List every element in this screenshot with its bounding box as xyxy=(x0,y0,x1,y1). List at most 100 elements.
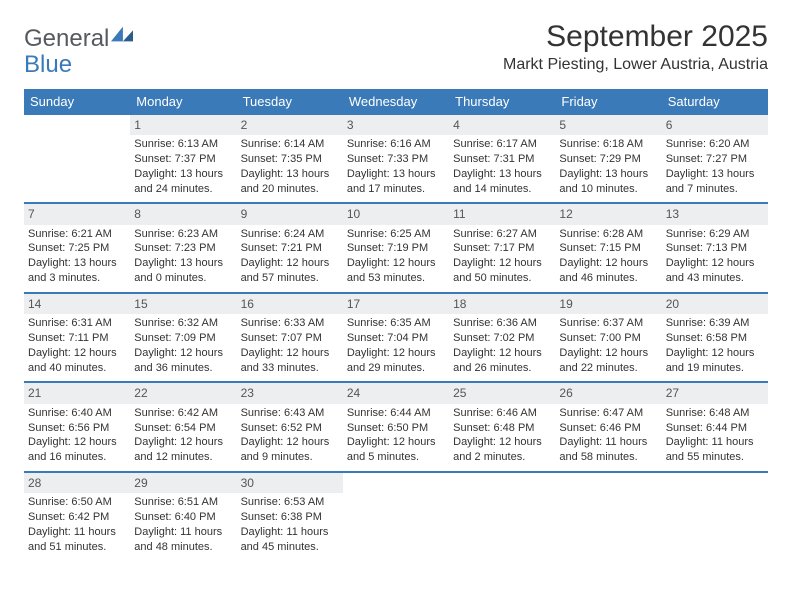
day-line: Sunrise: 6:20 AM xyxy=(666,137,764,152)
day-line: and 26 minutes. xyxy=(453,361,551,376)
day-cell: 6Sunrise: 6:20 AMSunset: 7:27 PMDaylight… xyxy=(662,115,768,203)
day-line: Daylight: 11 hours xyxy=(28,525,126,540)
day-line: Sunset: 7:37 PM xyxy=(134,152,232,167)
day-line: Sunrise: 6:51 AM xyxy=(134,495,232,510)
day-number: 5 xyxy=(555,115,661,135)
day-number: 2 xyxy=(237,115,343,135)
day-cell: 3Sunrise: 6:16 AMSunset: 7:33 PMDaylight… xyxy=(343,115,449,203)
dow-fri: Friday xyxy=(555,89,661,115)
day-number: 25 xyxy=(449,383,555,403)
day-cell: 16Sunrise: 6:33 AMSunset: 7:07 PMDayligh… xyxy=(237,294,343,382)
day-cell: 19Sunrise: 6:37 AMSunset: 7:00 PMDayligh… xyxy=(555,294,661,382)
dow-wed: Wednesday xyxy=(343,89,449,115)
day-line: Sunrise: 6:39 AM xyxy=(666,316,764,331)
logo-word2: Blue xyxy=(24,52,72,78)
day-number: 29 xyxy=(130,473,236,493)
title-block: September 2025 Markt Piesting, Lower Aus… xyxy=(503,20,768,74)
day-line: Sunset: 7:15 PM xyxy=(559,241,657,256)
day-number: 20 xyxy=(662,294,768,314)
day-number: 23 xyxy=(237,383,343,403)
day-line: Sunrise: 6:35 AM xyxy=(347,316,445,331)
dow-sat: Saturday xyxy=(662,89,768,115)
day-number: 14 xyxy=(24,294,130,314)
day-line: Sunrise: 6:36 AM xyxy=(453,316,551,331)
day-line: and 36 minutes. xyxy=(134,361,232,376)
day-line: Daylight: 11 hours xyxy=(666,435,764,450)
day-line: Sunset: 7:09 PM xyxy=(134,331,232,346)
day-cell: 9Sunrise: 6:24 AMSunset: 7:21 PMDaylight… xyxy=(237,204,343,292)
day-cell: 24Sunrise: 6:44 AMSunset: 6:50 PMDayligh… xyxy=(343,383,449,471)
day-line: Sunset: 7:31 PM xyxy=(453,152,551,167)
day-line: Daylight: 13 hours xyxy=(347,167,445,182)
day-cell: 11Sunrise: 6:27 AMSunset: 7:17 PMDayligh… xyxy=(449,204,555,292)
day-line: Sunset: 6:52 PM xyxy=(241,421,339,436)
day-line: and 51 minutes. xyxy=(28,540,126,555)
day-line: Sunset: 6:38 PM xyxy=(241,510,339,525)
day-line: Sunrise: 6:28 AM xyxy=(559,227,657,242)
day-line: Sunrise: 6:24 AM xyxy=(241,227,339,242)
day-line: Daylight: 12 hours xyxy=(453,346,551,361)
day-number: 17 xyxy=(343,294,449,314)
day-line: Sunset: 6:44 PM xyxy=(666,421,764,436)
week-row: 1Sunrise: 6:13 AMSunset: 7:37 PMDaylight… xyxy=(24,115,768,205)
day-number: 7 xyxy=(24,204,130,224)
day-line: Daylight: 12 hours xyxy=(241,256,339,271)
day-line: Sunset: 7:13 PM xyxy=(666,241,764,256)
day-line: and 58 minutes. xyxy=(559,450,657,465)
day-number: 12 xyxy=(555,204,661,224)
day-line: Sunrise: 6:17 AM xyxy=(453,137,551,152)
day-line: Sunrise: 6:40 AM xyxy=(28,406,126,421)
day-line: Sunset: 7:27 PM xyxy=(666,152,764,167)
day-line: Daylight: 12 hours xyxy=(666,256,764,271)
day-line: and 29 minutes. xyxy=(347,361,445,376)
day-line: Sunrise: 6:37 AM xyxy=(559,316,657,331)
day-cell: 1 Sunrise: 6:13 AMSunset: 7:37 PMDaylight… xyxy=(130,115,236,203)
dow-row: Sunday Monday Tuesday Wednesday Thursday… xyxy=(24,89,768,115)
day-cell: 8Sunrise: 6:23 AMSunset: 7:23 PMDaylight… xyxy=(130,204,236,292)
day-line: Daylight: 12 hours xyxy=(241,346,339,361)
day-line: Daylight: 11 hours xyxy=(241,525,339,540)
day-cell: 13Sunrise: 6:29 AMSunset: 7:13 PMDayligh… xyxy=(662,204,768,292)
day-number: 21 xyxy=(24,383,130,403)
day-line: Sunrise: 6:47 AM xyxy=(559,406,657,421)
day-cell: 27Sunrise: 6:48 AMSunset: 6:44 PMDayligh… xyxy=(662,383,768,471)
day-cell: 26Sunrise: 6:47 AMSunset: 6:46 PMDayligh… xyxy=(555,383,661,471)
week-row: 7Sunrise: 6:21 AMSunset: 7:25 PMDaylight… xyxy=(24,204,768,294)
day-cell: 15Sunrise: 6:32 AMSunset: 7:09 PMDayligh… xyxy=(130,294,236,382)
day-line: Sunrise: 6:29 AM xyxy=(666,227,764,242)
day-line: and 22 minutes. xyxy=(559,361,657,376)
day-line: Daylight: 13 hours xyxy=(134,167,232,182)
day-line: Daylight: 12 hours xyxy=(347,256,445,271)
header: General Blue September 2025 Markt Piesti… xyxy=(24,20,768,79)
day-line: Sunrise: 6:27 AM xyxy=(453,227,551,242)
day-line: Sunrise: 6:23 AM xyxy=(134,227,232,242)
day-cell: 29Sunrise: 6:51 AMSunset: 6:40 PMDayligh… xyxy=(130,473,236,561)
day-line: and 24 minutes. xyxy=(134,182,232,197)
day-line: Daylight: 11 hours xyxy=(559,435,657,450)
logo-mark-icon xyxy=(111,26,133,42)
day-line: and 33 minutes. xyxy=(241,361,339,376)
day-number: 6 xyxy=(662,115,768,135)
day-line: Sunrise: 6:42 AM xyxy=(134,406,232,421)
day-line: and 7 minutes. xyxy=(666,182,764,197)
day-cell xyxy=(555,473,661,561)
day-line: Daylight: 13 hours xyxy=(559,167,657,182)
day-line: Daylight: 12 hours xyxy=(28,346,126,361)
day-line: Daylight: 12 hours xyxy=(134,346,232,361)
day-line: Sunrise: 6:13 AM xyxy=(134,137,232,152)
day-cell xyxy=(24,115,130,203)
day-line: Sunrise: 6:21 AM xyxy=(28,227,126,242)
day-cell: 18Sunrise: 6:36 AMSunset: 7:02 PMDayligh… xyxy=(449,294,555,382)
logo-word1: General xyxy=(24,26,109,52)
day-number: 30 xyxy=(237,473,343,493)
day-line: Sunset: 7:33 PM xyxy=(347,152,445,167)
day-cell xyxy=(343,473,449,561)
day-number: 11 xyxy=(449,204,555,224)
day-number: 1 xyxy=(130,115,236,135)
day-line: and 50 minutes. xyxy=(453,271,551,286)
day-line: and 19 minutes. xyxy=(666,361,764,376)
day-line: Sunset: 6:46 PM xyxy=(559,421,657,436)
day-line: and 0 minutes. xyxy=(134,271,232,286)
day-line: and 12 minutes. xyxy=(134,450,232,465)
day-line: Sunset: 7:17 PM xyxy=(453,241,551,256)
